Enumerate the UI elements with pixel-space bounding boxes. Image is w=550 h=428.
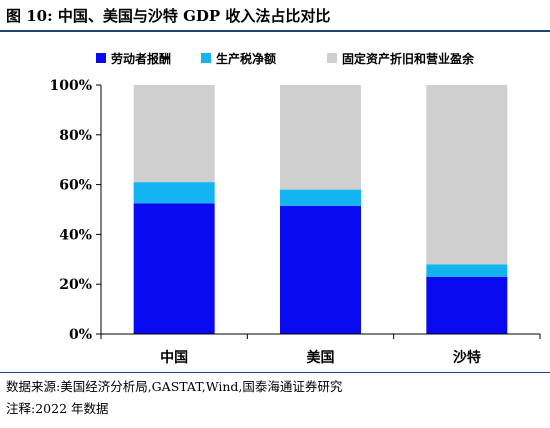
bar-segment-2-2 [280, 189, 361, 206]
y-tick-label-1: 0% [69, 327, 92, 343]
x-tick-label-2: 美国 [307, 349, 335, 366]
y-tick-label-5: 80% [59, 128, 92, 144]
legend-label-2: 生产税净额 [216, 51, 276, 66]
bar-segment-1-3 [133, 85, 215, 183]
bar-segment-3-2 [426, 264, 508, 277]
bar-segment-3-1 [426, 276, 508, 334]
figure-title: 图 10: 中国、美国与沙特 GDP 收入法占比对比 [6, 7, 331, 25]
legend-swatch-3 [327, 53, 337, 63]
title-rule [0, 30, 550, 32]
bar-segment-2-3 [280, 85, 361, 190]
footnote: 注释:2022 年数据 [6, 401, 109, 416]
y-tick-label-2: 20% [59, 277, 92, 293]
legend-swatch-1 [96, 53, 106, 63]
x-tick-label-3: 沙特 [453, 349, 481, 366]
source-note: 数据来源:美国经济分析局,GASTAT,Wind,国泰海通证券研究 [6, 379, 343, 394]
bar-segment-2-1 [280, 205, 361, 334]
bar-segment-1-1 [133, 203, 215, 334]
y-tick-label-3: 40% [59, 227, 92, 243]
y-tick-label-4: 60% [59, 178, 92, 194]
legend-swatch-2 [201, 53, 211, 63]
legend-label-1: 劳动者报酬 [111, 51, 171, 66]
bar-segment-1-2 [133, 182, 215, 204]
y-tick-label-6: 100% [49, 78, 92, 94]
x-tick-label-1: 中国 [160, 349, 188, 366]
bottom-rule [0, 372, 550, 373]
bar-segment-3-3 [426, 85, 508, 265]
legend-label-3: 固定资产折旧和营业盈余 [342, 51, 475, 66]
